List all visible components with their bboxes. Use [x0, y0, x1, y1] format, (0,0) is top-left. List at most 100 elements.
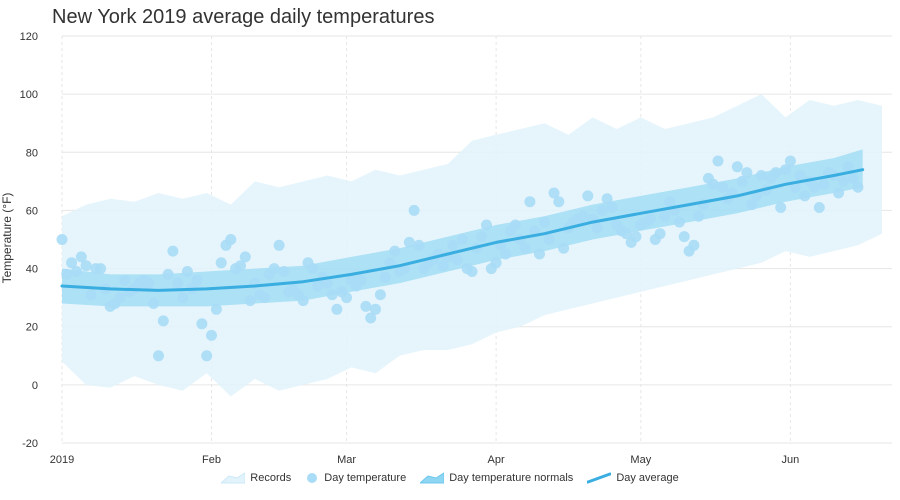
day-temperature-point[interactable]: [620, 228, 632, 240]
day-temperature-point[interactable]: [452, 254, 463, 266]
day-temperature-point[interactable]: [794, 170, 806, 181]
day-temperature-point[interactable]: [408, 204, 420, 216]
day-temperature-point[interactable]: [235, 260, 246, 272]
day-temperature-point[interactable]: [809, 181, 820, 193]
day-temperature-point[interactable]: [645, 213, 656, 225]
day-temperature-point[interactable]: [273, 239, 285, 251]
day-temperature-point[interactable]: [143, 277, 155, 289]
day-temperature-point[interactable]: [519, 242, 531, 254]
day-temperature-point[interactable]: [741, 167, 753, 179]
day-temperature-point[interactable]: [664, 196, 676, 208]
day-temperature-point[interactable]: [119, 274, 131, 286]
legend-item-day-average[interactable]: Day average: [587, 472, 679, 484]
day-temperature-point[interactable]: [370, 303, 381, 315]
day-temperature-point[interactable]: [61, 268, 73, 280]
day-temperature-point[interactable]: [813, 202, 825, 213]
day-temperature-point[interactable]: [784, 155, 796, 167]
legend-item-day-temperature[interactable]: Day temperature: [305, 472, 406, 484]
day-temperature-point[interactable]: [775, 202, 787, 213]
day-temperature-point[interactable]: [456, 234, 468, 245]
day-temperature-point[interactable]: [731, 161, 743, 173]
day-temperature-point[interactable]: [297, 295, 309, 307]
day-temperature-point[interactable]: [201, 350, 213, 362]
day-temperature-point[interactable]: [307, 263, 319, 275]
day-temperature-point[interactable]: [659, 210, 671, 222]
day-temperature-point[interactable]: [210, 303, 222, 315]
day-temperature-point[interactable]: [148, 298, 160, 309]
day-temperature-point[interactable]: [66, 257, 78, 269]
day-temperature-point[interactable]: [167, 245, 179, 257]
day-temperature-point[interactable]: [268, 263, 280, 275]
day-temperature-point[interactable]: [206, 329, 217, 341]
day-temperature-point[interactable]: [196, 318, 208, 330]
day-temperature-point[interactable]: [524, 196, 536, 208]
day-temperature-point[interactable]: [244, 295, 256, 307]
day-temperature-point[interactable]: [606, 202, 618, 213]
day-temperature-point[interactable]: [389, 245, 401, 257]
day-temperature-point[interactable]: [780, 164, 791, 176]
day-temperature-point[interactable]: [717, 181, 729, 193]
day-temperature-point[interactable]: [326, 289, 338, 301]
day-temperature-point[interactable]: [95, 263, 107, 275]
day-temperature-point[interactable]: [596, 204, 608, 216]
day-temperature-point[interactable]: [413, 239, 425, 251]
day-temperature-point[interactable]: [215, 257, 227, 269]
day-temperature-point[interactable]: [630, 231, 642, 243]
day-temperature-point[interactable]: [56, 234, 68, 245]
day-temperature-point[interactable]: [172, 277, 184, 289]
day-temperature-point[interactable]: [278, 266, 290, 277]
day-temperature-point[interactable]: [466, 266, 478, 277]
day-temperature-point[interactable]: [331, 303, 343, 315]
day-temperature-point[interactable]: [688, 239, 700, 251]
day-temperature-point[interactable]: [162, 268, 174, 280]
day-temperature-point[interactable]: [553, 196, 565, 208]
day-temperature-point[interactable]: [799, 190, 811, 202]
day-temperature-point[interactable]: [833, 187, 845, 199]
day-temperature-point[interactable]: [693, 210, 705, 222]
day-temperature-point[interactable]: [601, 193, 613, 205]
day-temperature-point[interactable]: [707, 178, 719, 190]
legend-item-normals[interactable]: Day temperature normals: [420, 472, 573, 484]
day-temperature-point[interactable]: [85, 289, 97, 301]
day-temperature-point[interactable]: [490, 257, 502, 269]
day-temperature-point[interactable]: [153, 350, 164, 362]
day-temperature-point[interactable]: [746, 199, 758, 211]
day-temperature-point[interactable]: [500, 248, 512, 260]
day-temperature-point[interactable]: [114, 292, 126, 304]
day-temperature-point[interactable]: [591, 222, 603, 234]
day-temperature-point[interactable]: [678, 231, 690, 243]
day-temperature-point[interactable]: [374, 289, 386, 301]
day-temperature-point[interactable]: [673, 216, 685, 228]
day-temperature-point[interactable]: [534, 248, 545, 260]
day-temperature-point[interactable]: [177, 292, 189, 304]
day-temperature-point[interactable]: [80, 260, 92, 272]
day-temperature-point[interactable]: [403, 236, 415, 248]
day-temperature-point[interactable]: [157, 315, 169, 327]
day-temperature-point[interactable]: [71, 266, 82, 277]
day-temperature-point[interactable]: [476, 231, 488, 243]
day-temperature-point[interactable]: [365, 312, 377, 324]
day-temperature-point[interactable]: [379, 271, 391, 283]
day-temperature-point[interactable]: [543, 234, 555, 245]
day-temperature-point[interactable]: [75, 251, 87, 263]
day-temperature-point[interactable]: [481, 219, 492, 231]
day-temperature-point[interactable]: [191, 274, 203, 286]
day-temperature-point[interactable]: [312, 280, 324, 292]
day-temperature-point[interactable]: [341, 292, 353, 304]
day-temperature-point[interactable]: [852, 181, 864, 193]
day-temperature-point[interactable]: [654, 228, 666, 240]
day-temperature-point[interactable]: [548, 187, 560, 199]
day-temperature-point[interactable]: [259, 292, 271, 304]
day-temperature-point[interactable]: [437, 260, 449, 272]
day-temperature-point[interactable]: [582, 190, 594, 202]
day-temperature-point[interactable]: [321, 277, 333, 289]
day-temperature-point[interactable]: [225, 234, 237, 245]
day-temperature-point[interactable]: [847, 172, 859, 184]
day-temperature-point[interactable]: [842, 161, 854, 173]
day-temperature-point[interactable]: [837, 175, 849, 187]
day-temperature-point[interactable]: [538, 216, 550, 228]
day-temperature-point[interactable]: [577, 210, 589, 222]
day-temperature-point[interactable]: [712, 155, 724, 167]
day-temperature-point[interactable]: [360, 300, 372, 312]
day-temperature-point[interactable]: [181, 266, 193, 277]
